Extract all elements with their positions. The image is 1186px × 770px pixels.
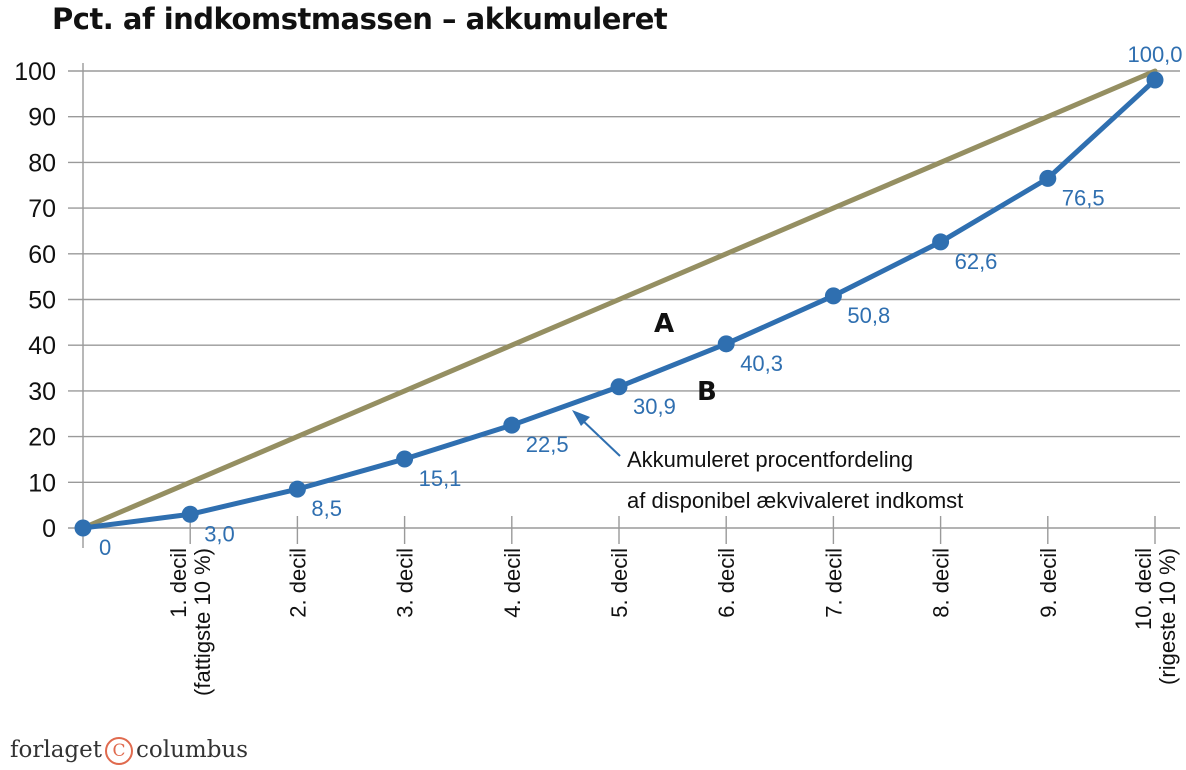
data-label-4: 22,5 <box>526 432 569 457</box>
y-tick-label-20: 20 <box>28 424 56 452</box>
curve-note-line2: af disponibel ækvivaleret indkomst <box>627 488 963 513</box>
data-label-3: 15,1 <box>419 466 462 491</box>
x-tick-label-5-1: 5. decil <box>607 548 632 618</box>
publisher-name-right: columbus <box>136 737 249 763</box>
x-tick-label-7-1: 7. decil <box>821 548 846 618</box>
y-tick-label-60: 60 <box>28 241 56 269</box>
y-tick-label-30: 30 <box>28 378 56 406</box>
y-tick-label-100: 100 <box>14 58 56 86</box>
series-layer <box>74 68 1164 537</box>
region-b-label: B <box>697 377 717 407</box>
data-point-3 <box>396 450 414 468</box>
data-point-8 <box>932 233 950 251</box>
data-label-7: 50,8 <box>847 303 890 328</box>
x-tick-label-1-2: (fattigste 10 %) <box>190 548 215 696</box>
data-point-0 <box>74 519 92 537</box>
x-tick-label-9-1: 9. decil <box>1036 548 1061 618</box>
grid-layer <box>68 63 1180 548</box>
y-tick-label-50: 50 <box>28 287 56 315</box>
data-point-7 <box>824 287 842 305</box>
x-tick-label-3-1: 3. decil <box>393 548 418 618</box>
y-tick-label-10: 10 <box>28 469 56 497</box>
equality-line <box>80 68 1158 531</box>
x-tick-label-4-1: 4. decil <box>500 548 525 618</box>
chart-title: Pct. af indkomstmassen – akkumuleret <box>52 2 668 36</box>
copyright-icon: C <box>105 737 133 765</box>
x-tick-label-1-1: 1. decil <box>166 548 191 618</box>
data-label-1: 3,0 <box>204 521 235 546</box>
y-tick-label-40: 40 <box>28 332 56 360</box>
data-label-2: 8,5 <box>311 496 342 521</box>
x-tick-label-10-2: (rigeste 10 %) <box>1155 548 1180 685</box>
x-tick-label-8-1: 8. decil <box>929 548 954 618</box>
data-point-4 <box>503 416 521 434</box>
data-label-10: 100,0 <box>1127 42 1182 67</box>
data-point-5 <box>610 378 628 396</box>
x-tick-label-2-1: 2. decil <box>285 548 310 618</box>
publisher-name-left: forlaget <box>10 737 102 763</box>
x-tick-label-6-1: 6. decil <box>714 548 739 618</box>
data-label-6: 40,3 <box>740 351 783 376</box>
data-point-9 <box>1039 169 1057 187</box>
data-point-6 <box>717 335 735 353</box>
y-tick-label-80: 80 <box>28 149 56 177</box>
data-point-10 <box>1146 71 1164 89</box>
axis-layer: 0 10 20 30 40 50 60 70 80 90 100 1. decil (fattigste… <box>14 58 1180 696</box>
data-label-9: 76,5 <box>1062 185 1105 210</box>
y-tick-label-90: 90 <box>28 104 56 132</box>
annotation-arrow-line <box>579 417 621 457</box>
label-layer: 0 3,0 8,5 15,1 22,5 30,9 40,3 50,8 62,6 76,5 100,0 <box>99 42 1183 560</box>
region-a-label: A <box>654 309 674 339</box>
y-tick-label-0: 0 <box>42 515 56 543</box>
annotation-arrow-head <box>572 410 590 426</box>
data-point-2 <box>288 480 306 498</box>
curve-annotation: Akkumuleret procentfordeling af disponib… <box>572 410 963 513</box>
y-tick-label-70: 70 <box>28 195 56 223</box>
data-label-5: 30,9 <box>633 394 676 419</box>
curve-note-line1: Akkumuleret procentfordeling <box>627 447 913 472</box>
data-label-8: 62,6 <box>955 249 998 274</box>
data-label-0: 0 <box>99 535 111 560</box>
x-tick-label-10-1: 10. decil <box>1131 548 1156 630</box>
data-point-1 <box>181 505 199 523</box>
